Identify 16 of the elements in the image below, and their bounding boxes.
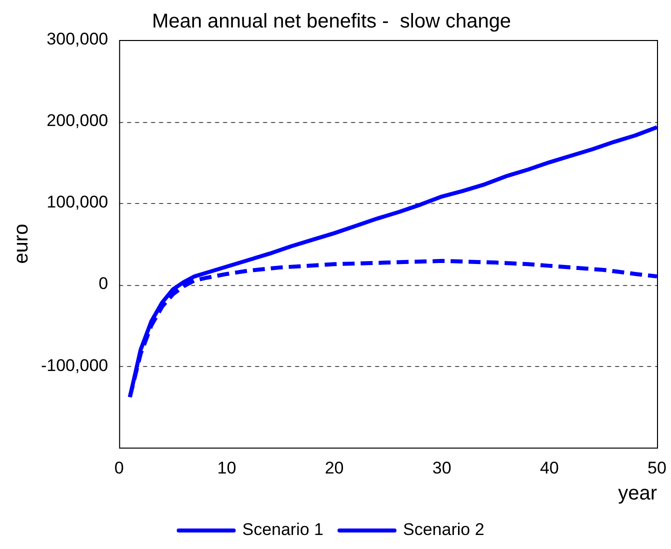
y-tick-label: 0 <box>98 274 108 294</box>
x-tick-label: 10 <box>217 458 236 478</box>
y-axis-title: euro <box>10 224 33 264</box>
y-tick-label: 200,000 <box>46 111 108 130</box>
y-tick-label: 300,000 <box>46 30 108 49</box>
x-tick-label: 30 <box>432 458 452 478</box>
legend-label: Scenario 2 <box>403 520 484 540</box>
x-tick-label: 0 <box>114 458 124 478</box>
legend-label: Scenario 1 <box>242 520 324 540</box>
x-axis-title: year <box>618 482 658 505</box>
x-tick-label: 20 <box>324 458 344 478</box>
x-tick-label: 40 <box>540 458 559 478</box>
y-tick-label: 100,000 <box>46 192 108 212</box>
x-tick-label: 50 <box>648 458 666 478</box>
chart-title: Mean annual net benefits - slow change <box>152 10 512 33</box>
y-tick-label: -100,000 <box>40 356 108 375</box>
